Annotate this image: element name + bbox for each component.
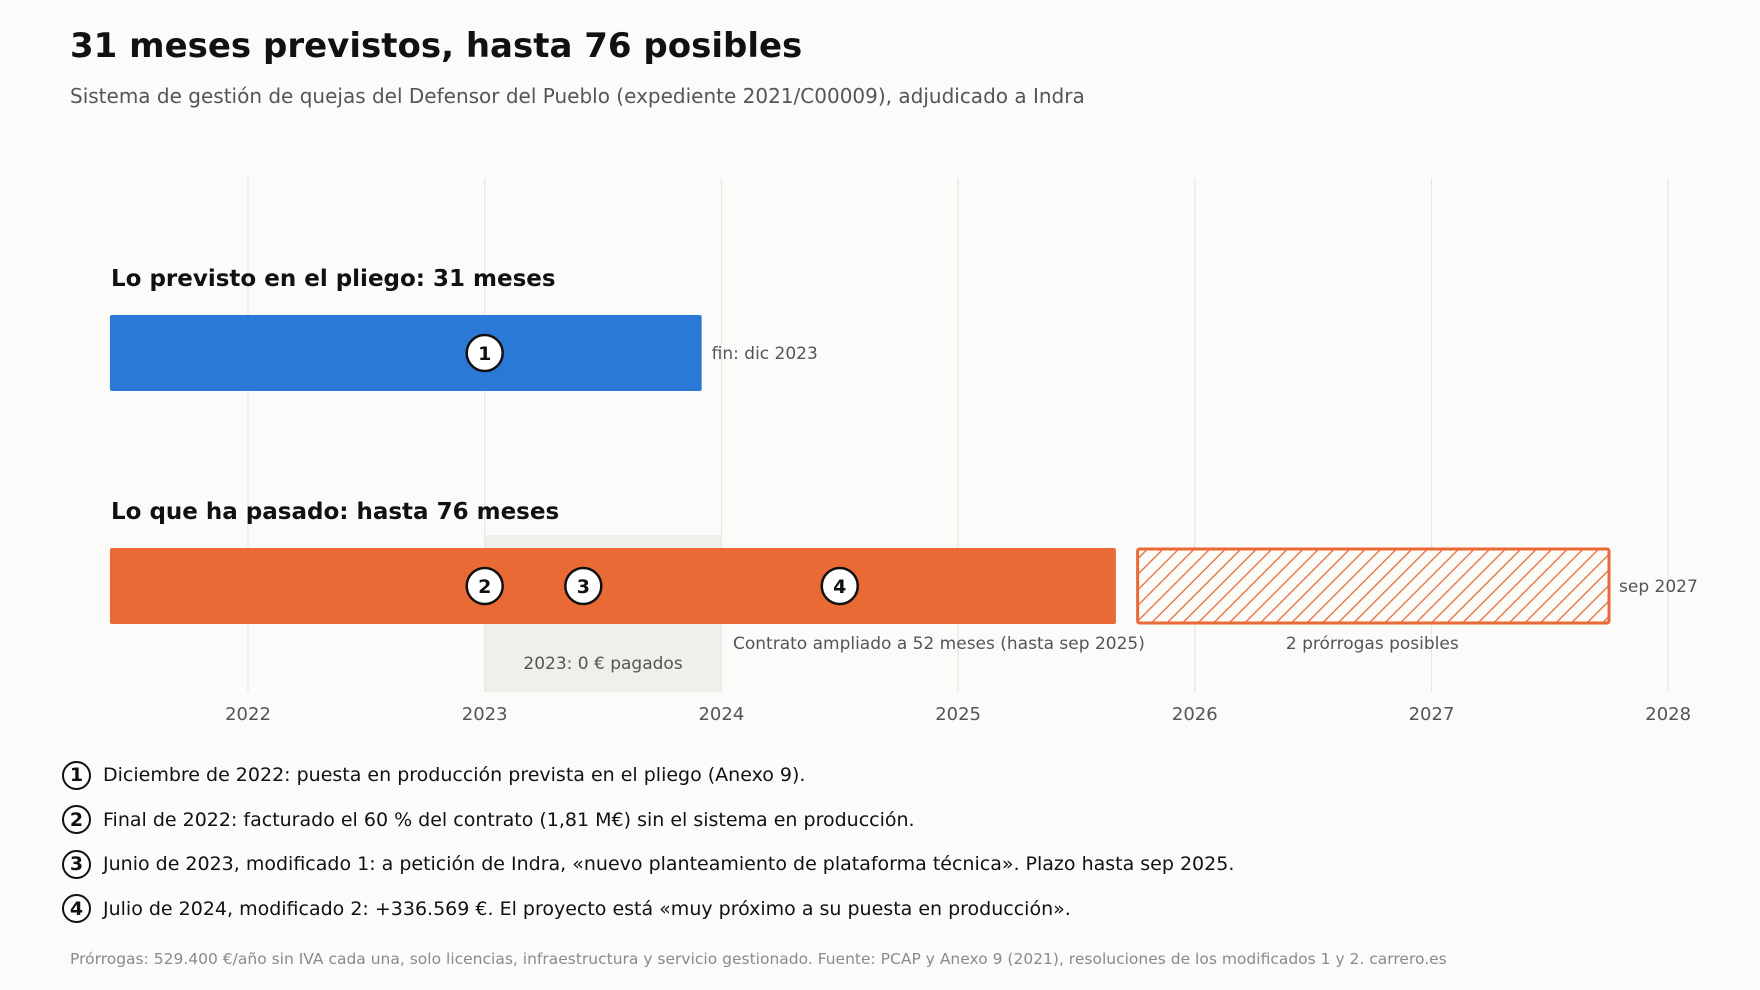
footnote-text: Final de 2022: facturado el 60 % del con… [103, 808, 915, 831]
marker-2: 2 [465, 566, 504, 606]
x-tick-label: 2028 [1645, 704, 1691, 725]
x-tick-label: 2025 [935, 704, 981, 725]
marker-circle [465, 566, 504, 606]
marker-number: 1 [478, 343, 491, 365]
bar-segment-hatched [1136, 547, 1611, 625]
x-tick-label: 2026 [1172, 704, 1218, 725]
chart-title: 31 meses previstos, hasta 76 posibles [70, 26, 803, 66]
row-end-label: fin: dic 2023 [712, 344, 818, 364]
x-tick-label: 2024 [698, 704, 744, 725]
bar-segment [109, 548, 1116, 624]
footnote-marker: 4 [62, 894, 91, 923]
source-footer: Prórrogas: 529.400 €/año sin IVA cada un… [70, 950, 1447, 968]
footnote-text: Junio de 2023, modificado 1: a petición … [103, 853, 1235, 875]
marker-circle [465, 333, 504, 373]
shaded-period-label: 2023: 0 € pagados [523, 654, 682, 674]
row-label-2: Lo que ha pasado: hasta 76 meses [111, 499, 559, 525]
footnote-text: Diciembre de 2022: puesta en producción … [103, 764, 806, 786]
x-tick-label: 2022 [225, 704, 271, 725]
marker-number: 3 [577, 576, 590, 598]
footnote-item: 4 Julio de 2024, modificado 2: +336.569 €… [62, 892, 1071, 926]
chart-subtitle: Sistema de gestión de quejas del Defenso… [70, 84, 1085, 108]
marker-4: 4 [820, 566, 859, 606]
marker-number: 4 [833, 576, 846, 598]
row-label-1: Lo previsto en el pliego: 31 meses [111, 266, 556, 292]
footnote-text: Julio de 2024, modificado 2: +336.569 €.… [103, 897, 1071, 920]
x-tick-label: 2027 [1409, 704, 1455, 725]
marker-circle [820, 566, 859, 606]
marker-number: 2 [478, 576, 491, 598]
x-tick-label: 2023 [462, 704, 508, 725]
footnote-item: 2 Final de 2022: facturado el 60 % del co… [62, 803, 915, 837]
row-end-label: sep 2027 [1619, 577, 1698, 597]
segment-label: Contrato ampliado a 52 meses (hasta sep … [733, 634, 1145, 654]
footnote-marker: 2 [62, 805, 91, 834]
footnote-item: 3 Junio de 2023, modificado 1: a petición… [62, 847, 1234, 881]
marker-1: 1 [465, 333, 504, 373]
footnote-marker: 3 [62, 849, 91, 879]
segment-label: 2 prórrogas posibles [1286, 634, 1459, 654]
bar-segment [109, 315, 702, 391]
marker-3: 3 [564, 566, 603, 606]
footnote-item: 1 Diciembre de 2022: puesta en producción… [62, 758, 805, 792]
timeline-chart: 2023: 0 € pagados Lo previsto en el plieg… [109, 178, 1698, 725]
marker-circle [564, 566, 603, 606]
footnote-marker: 1 [62, 760, 91, 790]
